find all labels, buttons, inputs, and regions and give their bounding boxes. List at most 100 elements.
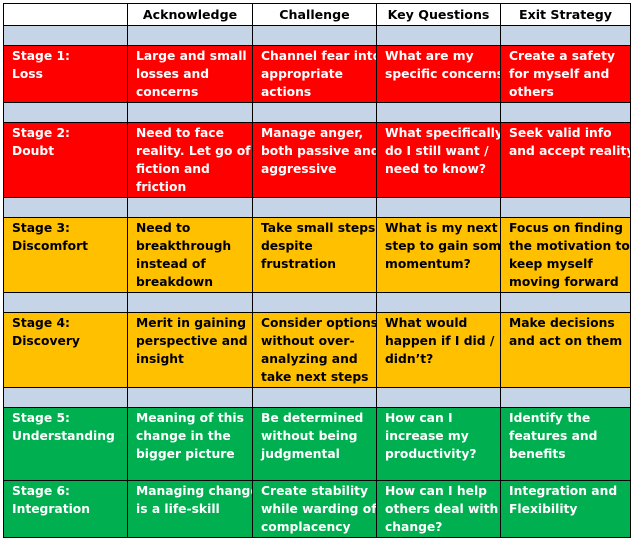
- stage-row-5: Stage 5: Understanding Meaning of this chan…: [3, 407, 631, 481]
- spacer-cell: [376, 387, 501, 408]
- spacer-cell: [376, 25, 501, 46]
- cell-line: Stage 2:: [12, 126, 70, 140]
- stage-cell: Stage 1: Loss: [3, 45, 128, 103]
- stage-row-1: Stage 1: Loss Large and small losses and con…: [3, 45, 631, 103]
- cell-line: What are my: [385, 49, 474, 63]
- cell-line: Stage 5:: [12, 411, 70, 425]
- key-questions-cell: What is my next step to gain some momentum…: [376, 217, 501, 293]
- spacer-cell: [127, 25, 253, 46]
- cell-line: Focus on finding: [509, 221, 623, 235]
- cell-line: both passive and: [261, 144, 377, 158]
- spacer-cell: [127, 387, 253, 408]
- cell-line: Manage anger,: [261, 126, 364, 140]
- spacer-cell: [252, 25, 377, 46]
- spacer-row: [3, 25, 631, 46]
- acknowledge-cell: Managing change is a life-skill: [127, 480, 253, 538]
- cell-line: Be determined: [261, 411, 364, 425]
- acknowledge-cell: Need to face reality. Let go of fiction an…: [127, 122, 253, 198]
- cell-line: aggressive: [261, 162, 337, 176]
- cell-line: do I still want /: [385, 144, 489, 158]
- key-questions-cell: How can I help others deal with change?: [376, 480, 501, 538]
- cell-line: momentum?: [385, 257, 471, 271]
- cell-line: instead of: [136, 257, 206, 271]
- spacer-cell: [127, 292, 253, 313]
- cell-line: Need to: [136, 221, 191, 235]
- cell-line: Integration and: [509, 484, 618, 498]
- stage-row-3: Stage 3: Discomfort Need to breakthrough ins…: [3, 217, 631, 293]
- cell-line: features and: [509, 429, 598, 443]
- cell-line: How can I: [385, 411, 453, 425]
- cell-line: Make decisions: [509, 316, 615, 330]
- stage-cell: Stage 5: Understanding: [3, 407, 128, 481]
- cell-line: moving forward: [509, 275, 619, 289]
- spacer-cell: [3, 25, 128, 46]
- acknowledge-cell: Merit in gaining perspective and insight: [127, 312, 253, 388]
- challenge-cell: Take small steps despite frustration: [252, 217, 377, 293]
- spacer-cell: [500, 197, 631, 218]
- cell-line: Merit in gaining: [136, 316, 247, 330]
- spacer-cell: [127, 102, 253, 123]
- cell-line: What is my next: [385, 221, 498, 235]
- cell-line: Stage 6:: [12, 484, 70, 498]
- cell-line: Create stability: [261, 484, 369, 498]
- cell-line: need to know?: [385, 162, 486, 176]
- stage-cell: Stage 4: Discovery: [3, 312, 128, 388]
- cell-line: the motivation to: [509, 239, 630, 253]
- stage-cell: Stage 2: Doubt: [3, 122, 128, 198]
- cell-line: specific concerns?: [385, 67, 501, 81]
- challenge-cell: Manage anger, both passive and aggressive: [252, 122, 377, 198]
- cell-line: Discovery: [12, 334, 80, 348]
- header-key-questions: Key Questions: [376, 3, 501, 26]
- stage-row-2: Stage 2: Doubt Need to face reality. Let go…: [3, 122, 631, 198]
- cell-line: Seek valid info: [509, 126, 612, 140]
- header-stage: [3, 3, 128, 26]
- cell-line: Need to face: [136, 126, 224, 140]
- spacer-cell: [252, 102, 377, 123]
- cell-line: bigger picture: [136, 447, 235, 461]
- cell-line: insight: [136, 352, 184, 366]
- cell-line: step to gain some: [385, 239, 501, 253]
- cell-line: reality. Let go of: [136, 144, 251, 158]
- cell-line: productivity?: [385, 447, 477, 461]
- cell-line: What specifically: [385, 126, 501, 140]
- challenge-cell: Be determined without being judgmental: [252, 407, 377, 481]
- spacer-row: [3, 292, 631, 313]
- cell-line: breakdown: [136, 275, 214, 289]
- cell-line: Understanding: [12, 429, 115, 443]
- cell-line: complacency: [261, 520, 351, 534]
- cell-line: concerns: [136, 85, 199, 99]
- spacer-cell: [252, 387, 377, 408]
- cell-line: friction: [136, 180, 187, 194]
- spacer-cell: [376, 197, 501, 218]
- cell-line: Large and small: [136, 49, 247, 63]
- cell-line: Stage 3:: [12, 221, 70, 235]
- cell-line: Create a safety: [509, 49, 616, 63]
- cell-line: for myself and: [509, 67, 610, 81]
- exit-strategy-cell: Make decisions and act on them: [500, 312, 631, 388]
- spacer-cell: [3, 387, 128, 408]
- spacer-row: [3, 102, 631, 123]
- key-questions-cell: What are my specific concerns?: [376, 45, 501, 103]
- cell-line: and accept reality: [509, 144, 631, 158]
- cell-line: increase my: [385, 429, 469, 443]
- cell-line: losses and: [136, 67, 210, 81]
- cell-line: Flexibility: [509, 502, 578, 516]
- header-row: Acknowledge Challenge Key Questions Exit…: [3, 3, 631, 26]
- cell-line: judgmental: [261, 447, 340, 461]
- spacer-cell: [376, 292, 501, 313]
- spacer-row: [3, 387, 631, 408]
- cell-line: despite: [261, 239, 313, 253]
- cell-line: frustration: [261, 257, 337, 271]
- cell-line: change in the: [136, 429, 231, 443]
- cell-line: happen if I did /: [385, 334, 495, 348]
- challenge-cell: Consider options without over-analyzing a…: [252, 312, 377, 388]
- cell-line: Stage 1:: [12, 49, 70, 63]
- cell-line: change?: [385, 520, 443, 534]
- spacer-row: [3, 197, 631, 218]
- cell-line: benefits: [509, 447, 566, 461]
- spacer-cell: [500, 387, 631, 408]
- cell-line: breakthrough: [136, 239, 232, 253]
- cell-line: while warding off: [261, 502, 377, 516]
- acknowledge-cell: Need to breakthrough instead of breakdown: [127, 217, 253, 293]
- key-questions-cell: How can I increase my productivity?: [376, 407, 501, 481]
